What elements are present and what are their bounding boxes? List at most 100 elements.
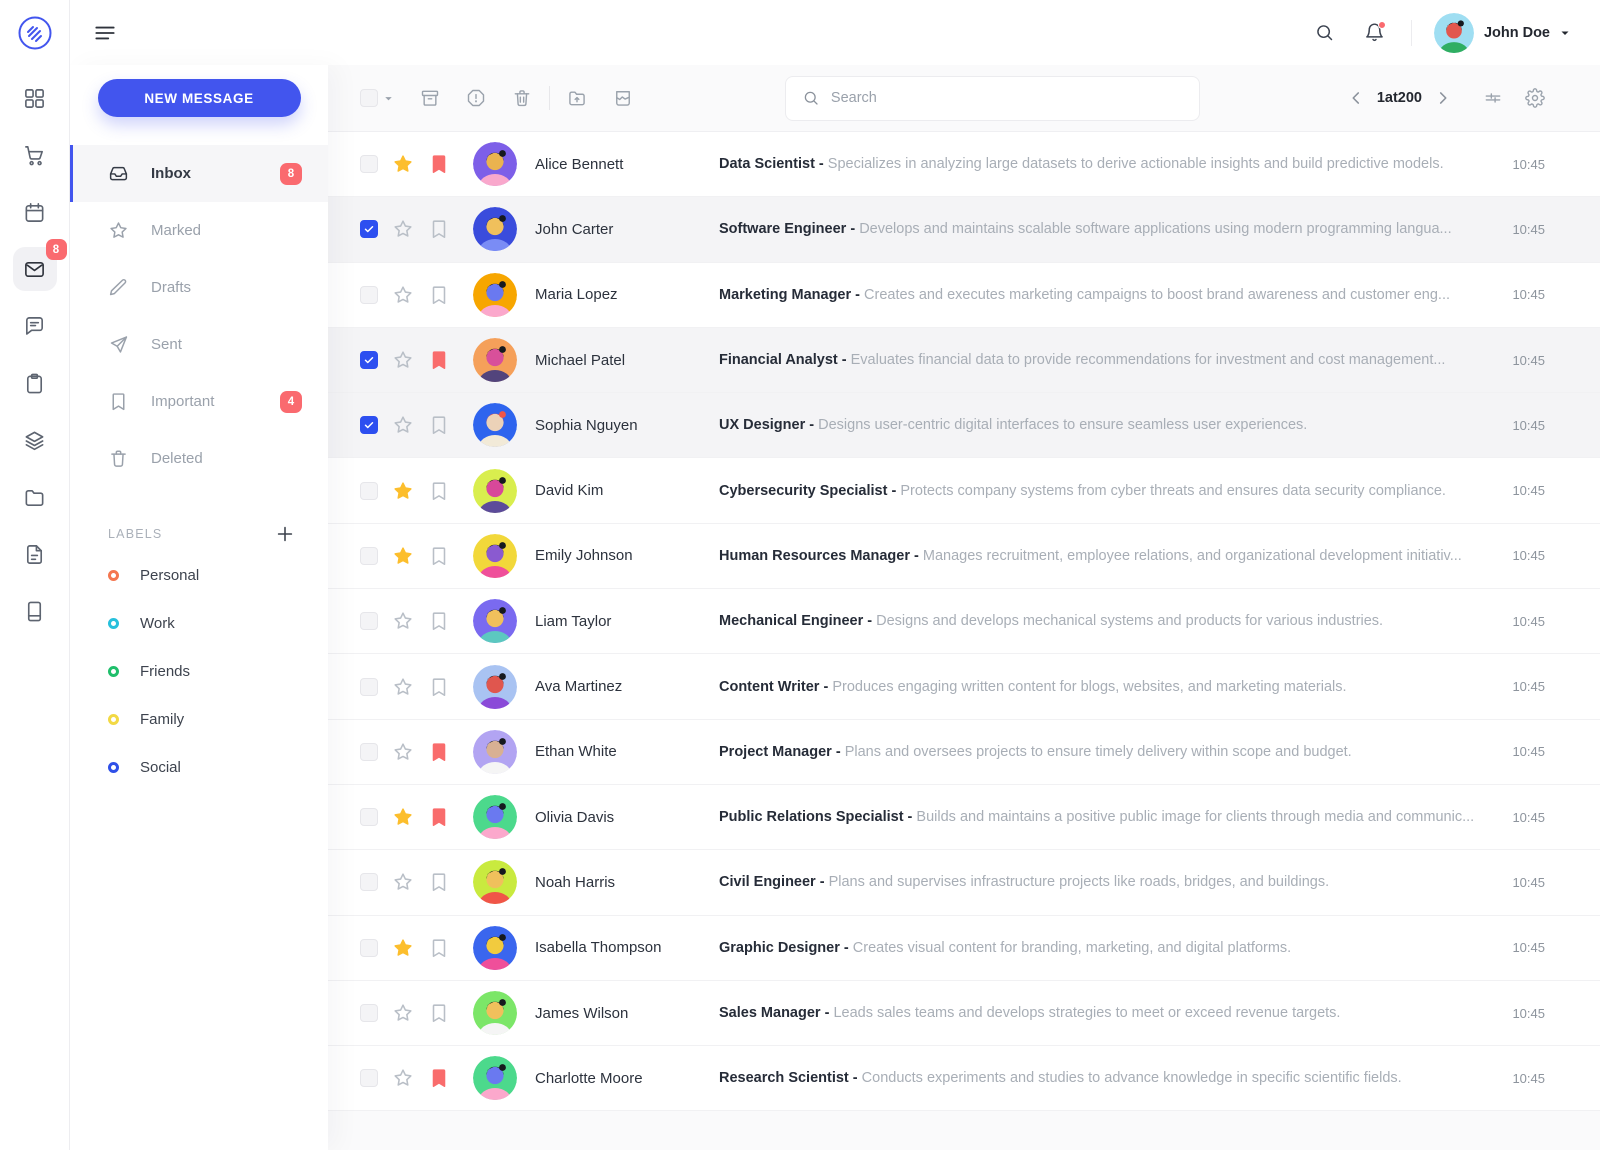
row-checkbox[interactable] xyxy=(360,873,378,892)
star-icon[interactable] xyxy=(392,153,414,175)
row-checkbox[interactable] xyxy=(360,612,378,631)
sidebar-item-sent[interactable]: Sent xyxy=(70,316,328,373)
star-icon[interactable] xyxy=(392,284,414,306)
bookmark-icon[interactable] xyxy=(428,741,450,763)
filter-sliders-icon[interactable] xyxy=(1476,81,1510,115)
email-row[interactable]: Olivia Davis Public Relations Specialist … xyxy=(328,784,1600,851)
rail-item-mail[interactable]: 8 xyxy=(12,239,67,291)
bookmark-icon[interactable] xyxy=(428,676,450,698)
bookmark-icon[interactable] xyxy=(428,153,450,175)
row-checkbox[interactable] xyxy=(360,938,378,957)
bookmark-icon[interactable] xyxy=(428,284,450,306)
bookmark-icon[interactable] xyxy=(428,218,450,240)
settings-gear-icon[interactable] xyxy=(1518,81,1552,115)
star-icon[interactable] xyxy=(392,480,414,502)
row-checkbox[interactable] xyxy=(360,481,378,500)
row-checkbox[interactable] xyxy=(360,416,378,435)
sidebar-item-drafts[interactable]: Drafts xyxy=(70,259,328,316)
email-row[interactable]: Maria Lopez Marketing Manager - Creates a… xyxy=(328,262,1600,328)
bookmark-icon[interactable] xyxy=(428,349,450,371)
row-checkbox[interactable] xyxy=(360,220,378,239)
select-all-control[interactable] xyxy=(360,89,395,107)
email-row[interactable]: James Wilson Sales Manager - Leads sales … xyxy=(328,980,1600,1047)
email-row[interactable]: Liam Taylor Mechanical Engineer - Designs… xyxy=(328,589,1600,655)
next-page-icon[interactable] xyxy=(1432,87,1454,109)
label-item-social[interactable]: Social xyxy=(70,743,328,791)
row-checkbox[interactable] xyxy=(360,285,378,304)
star-icon[interactable] xyxy=(392,349,414,371)
sidebar-item-inbox[interactable]: Inbox 8 xyxy=(70,145,328,202)
label-item-family[interactable]: Family xyxy=(70,695,328,743)
label-item-personal[interactable]: Personal xyxy=(70,551,328,599)
app-logo-icon[interactable] xyxy=(16,14,54,52)
row-checkbox[interactable] xyxy=(360,1069,378,1088)
star-icon[interactable] xyxy=(392,414,414,436)
star-icon[interactable] xyxy=(392,610,414,632)
select-options-caret-icon[interactable] xyxy=(382,92,395,105)
label-item-work[interactable]: Work xyxy=(70,599,328,647)
email-row[interactable]: Ethan White Project Manager - Plans and o… xyxy=(328,719,1600,785)
email-row[interactable]: Alice Bennett Data Scientist - Specialize… xyxy=(328,132,1600,198)
email-row[interactable]: Sophia Nguyen UX Designer - Designs user-… xyxy=(328,393,1600,459)
archive-icon[interactable] xyxy=(413,81,447,115)
bookmark-icon[interactable] xyxy=(428,1002,450,1024)
add-label-icon[interactable] xyxy=(274,523,296,545)
bookmark-icon[interactable] xyxy=(428,937,450,959)
star-icon[interactable] xyxy=(392,218,414,240)
select-all-checkbox[interactable] xyxy=(360,89,378,107)
star-icon[interactable] xyxy=(392,545,414,567)
bookmark-icon[interactable] xyxy=(428,545,450,567)
sidebar-item-important[interactable]: Important 4 xyxy=(70,373,328,430)
star-icon[interactable] xyxy=(392,806,414,828)
row-checkbox[interactable] xyxy=(360,742,378,761)
star-icon[interactable] xyxy=(392,1002,414,1024)
email-row[interactable]: Isabella Thompson Graphic Designer - Crea… xyxy=(328,915,1600,981)
search-icon[interactable] xyxy=(1305,13,1345,53)
mark-read-icon[interactable] xyxy=(606,81,640,115)
rail-item-cart[interactable] xyxy=(13,133,57,177)
rail-item-chat[interactable] xyxy=(13,304,57,348)
email-row[interactable]: David Kim Cybersecurity Specialist - Prot… xyxy=(328,458,1600,524)
star-icon[interactable] xyxy=(392,676,414,698)
spam-alert-icon[interactable] xyxy=(459,81,493,115)
prev-page-icon[interactable] xyxy=(1345,87,1367,109)
search-input[interactable] xyxy=(830,90,1183,106)
rail-item-book[interactable] xyxy=(13,589,57,633)
new-message-button[interactable]: NEW MESSAGE xyxy=(97,79,301,117)
email-row[interactable]: Michael Patel Financial Analyst - Evaluat… xyxy=(328,327,1600,394)
row-checkbox[interactable] xyxy=(360,677,378,696)
move-to-folder-icon[interactable] xyxy=(560,81,594,115)
row-checkbox[interactable] xyxy=(360,155,378,174)
notifications-bell-icon[interactable] xyxy=(1355,13,1395,53)
rail-item-file[interactable] xyxy=(13,532,57,576)
email-row[interactable]: Emily Johnson Human Resources Manager - M… xyxy=(328,523,1600,590)
email-row[interactable]: Ava Martinez Content Writer - Produces en… xyxy=(328,654,1600,720)
row-checkbox[interactable] xyxy=(360,1004,378,1022)
email-row[interactable]: Charlotte Moore Research Scientist - Cond… xyxy=(328,1046,1600,1112)
rail-item-calendar[interactable] xyxy=(13,190,57,234)
email-row[interactable]: John Carter Software Engineer - Develops … xyxy=(328,197,1600,263)
star-icon[interactable] xyxy=(392,871,414,893)
bookmark-icon[interactable] xyxy=(428,806,450,828)
delete-icon[interactable] xyxy=(505,81,539,115)
bookmark-icon[interactable] xyxy=(428,414,450,436)
sidebar-item-deleted[interactable]: Deleted xyxy=(70,430,328,487)
bookmark-icon[interactable] xyxy=(428,871,450,893)
user-menu[interactable]: John Doe xyxy=(1433,12,1572,53)
row-checkbox[interactable] xyxy=(360,546,378,565)
row-checkbox[interactable] xyxy=(360,808,378,827)
sidebar-item-marked[interactable]: Marked xyxy=(70,202,328,259)
bookmark-icon[interactable] xyxy=(428,480,450,502)
menu-icon[interactable] xyxy=(92,20,118,46)
bookmark-icon[interactable] xyxy=(428,610,450,632)
label-item-friends[interactable]: Friends xyxy=(70,647,328,695)
rail-item-clipboard[interactable] xyxy=(13,361,57,405)
rail-item-layers[interactable] xyxy=(13,418,57,462)
bookmark-icon[interactable] xyxy=(428,1067,450,1089)
star-icon[interactable] xyxy=(392,937,414,959)
rail-item-grid[interactable] xyxy=(13,76,57,120)
rail-item-folder[interactable] xyxy=(13,475,57,519)
email-row[interactable]: Noah Harris Civil Engineer - Plans and su… xyxy=(328,850,1600,916)
row-checkbox[interactable] xyxy=(360,351,378,370)
star-icon[interactable] xyxy=(392,741,414,763)
